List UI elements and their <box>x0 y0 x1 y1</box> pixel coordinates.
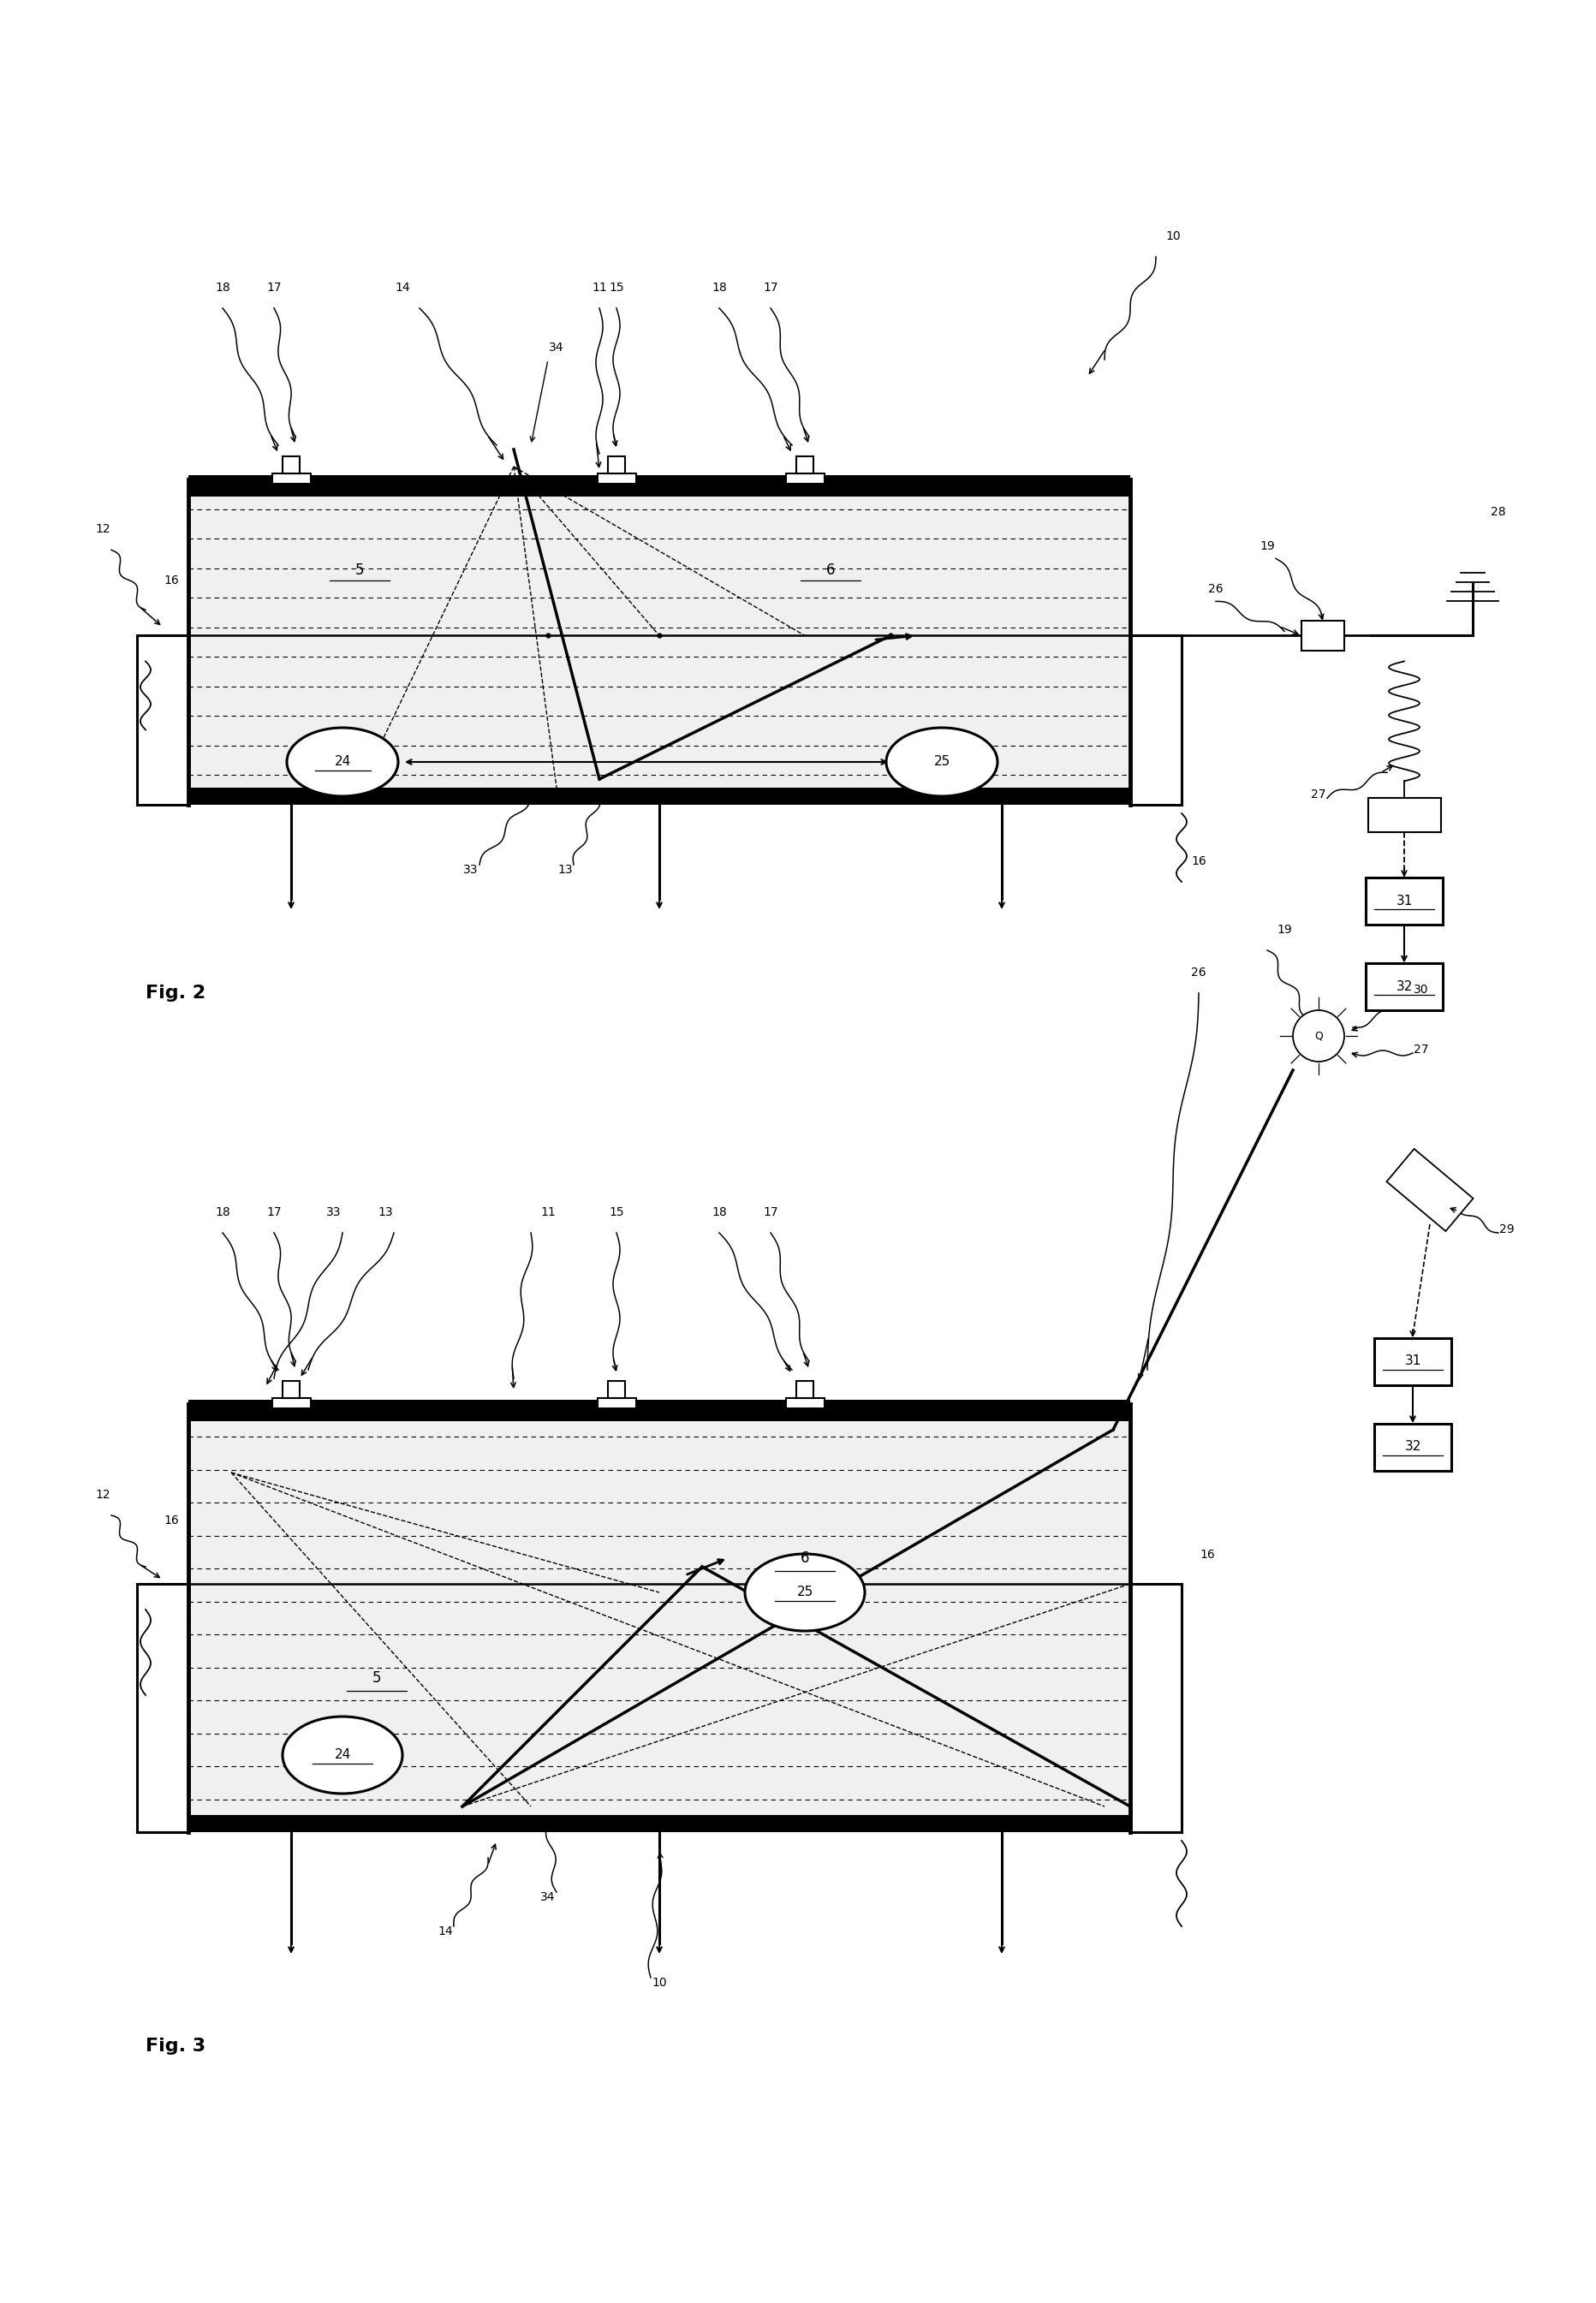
Text: 24: 24 <box>334 755 351 769</box>
Text: 24: 24 <box>334 1748 351 1762</box>
Text: 14: 14 <box>437 1925 453 1937</box>
Bar <box>796 456 814 474</box>
Bar <box>796 1382 814 1398</box>
Text: 31: 31 <box>1396 894 1412 907</box>
Text: 27: 27 <box>1414 1043 1428 1055</box>
Text: 17: 17 <box>267 281 281 295</box>
Bar <box>271 474 310 484</box>
Text: 31: 31 <box>1404 1354 1420 1368</box>
Text: 34: 34 <box>541 1891 555 1902</box>
Text: Fig. 2: Fig. 2 <box>145 986 206 1002</box>
Text: 16: 16 <box>164 1515 179 1527</box>
Text: 32: 32 <box>1396 981 1412 993</box>
Text: 29: 29 <box>1499 1223 1515 1234</box>
Text: 12: 12 <box>96 523 110 534</box>
Text: 26: 26 <box>1208 583 1224 596</box>
Text: 14: 14 <box>394 281 410 295</box>
Bar <box>188 479 1130 804</box>
Bar <box>282 456 300 474</box>
Text: 18: 18 <box>712 281 726 295</box>
Bar <box>271 1398 310 1409</box>
Text: 34: 34 <box>549 341 563 355</box>
Text: 18: 18 <box>215 281 230 295</box>
Text: 17: 17 <box>763 281 779 295</box>
Text: 6: 6 <box>827 562 835 578</box>
Bar <box>785 474 824 484</box>
Text: 16: 16 <box>1200 1548 1215 1561</box>
Text: 30: 30 <box>1414 983 1428 995</box>
Bar <box>1374 1423 1451 1469</box>
Text: 16: 16 <box>164 576 179 587</box>
Text: 33: 33 <box>327 1207 342 1218</box>
Text: 19: 19 <box>1259 541 1275 553</box>
Text: 10: 10 <box>651 1976 667 1990</box>
Bar <box>1301 620 1344 649</box>
Text: 5: 5 <box>372 1670 381 1686</box>
Bar <box>188 1405 1130 1833</box>
Bar <box>785 1398 824 1409</box>
Bar <box>1374 1338 1451 1384</box>
Bar <box>1368 799 1441 831</box>
Bar <box>188 474 1130 497</box>
Text: 10: 10 <box>1165 230 1181 242</box>
Ellipse shape <box>282 1716 402 1794</box>
Ellipse shape <box>287 728 397 797</box>
Polygon shape <box>1387 1149 1473 1232</box>
Text: 16: 16 <box>1191 854 1207 868</box>
Bar <box>608 1382 626 1398</box>
Bar <box>188 788 1130 804</box>
Text: 28: 28 <box>1491 507 1507 518</box>
Text: 12: 12 <box>96 1488 110 1502</box>
Text: 17: 17 <box>763 1207 779 1218</box>
Text: Q: Q <box>1315 1029 1323 1041</box>
Text: 19: 19 <box>1277 924 1291 935</box>
Text: 25: 25 <box>796 1587 812 1598</box>
Text: 11: 11 <box>541 1207 555 1218</box>
Bar <box>597 1398 635 1409</box>
Text: 6: 6 <box>800 1550 809 1566</box>
Text: 13: 13 <box>557 864 573 875</box>
Text: 17: 17 <box>267 1207 281 1218</box>
Bar <box>188 1400 1130 1421</box>
Text: 15: 15 <box>610 281 624 295</box>
Text: 25: 25 <box>934 755 950 769</box>
Text: 13: 13 <box>378 1207 393 1218</box>
Text: Fig. 3: Fig. 3 <box>145 2038 206 2054</box>
Text: 11: 11 <box>592 281 606 295</box>
Text: 18: 18 <box>712 1207 726 1218</box>
Ellipse shape <box>745 1555 865 1631</box>
Text: 33: 33 <box>463 864 479 875</box>
Text: 5: 5 <box>356 562 364 578</box>
Bar <box>282 1382 300 1398</box>
Text: 26: 26 <box>1191 967 1207 979</box>
Text: 15: 15 <box>610 1207 624 1218</box>
Ellipse shape <box>886 728 998 797</box>
Bar <box>608 456 626 474</box>
Ellipse shape <box>1293 1011 1344 1062</box>
Text: 18: 18 <box>215 1207 230 1218</box>
Text: 32: 32 <box>1404 1439 1420 1453</box>
Bar <box>597 474 635 484</box>
Bar <box>1366 877 1443 924</box>
Text: 27: 27 <box>1310 790 1326 801</box>
Bar <box>188 1815 1130 1833</box>
Bar <box>1366 963 1443 1011</box>
